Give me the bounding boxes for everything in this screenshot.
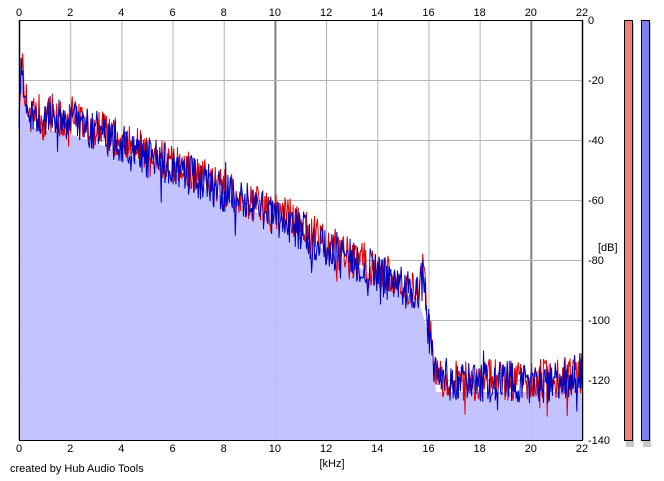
x-tick-label-bottom: 0: [16, 443, 22, 455]
right-channel-meter: [641, 20, 650, 441]
x-tick-label-bottom: 12: [320, 443, 332, 455]
x-tick-label-bottom: 6: [169, 443, 175, 455]
x-tick-label-bottom: 22: [576, 443, 588, 455]
y-tick-label: -100: [588, 315, 610, 327]
series-line-right-channel: [18, 57, 583, 412]
plot-frame: [19, 20, 583, 441]
y-tick-label: -120: [588, 375, 610, 387]
x-tick-label-top: 0: [16, 7, 22, 19]
x-tick-label-bottom: 4: [118, 443, 124, 455]
x-tick-label-bottom: 14: [371, 443, 383, 455]
x-axis-bottom: 0 2 4 6 8 10 12 14 16 18 20 22: [16, 443, 588, 455]
x-tick-label-bottom: 2: [67, 443, 73, 455]
y-axis-label: [dB]: [598, 242, 618, 254]
x-tick-label-top: 18: [474, 7, 486, 19]
y-tick-label: -60: [588, 195, 604, 207]
x-tick-label-top: 20: [525, 7, 537, 19]
x-tick-label-top: 14: [371, 7, 383, 19]
x-tick-label-top: 8: [221, 7, 227, 19]
y-tick-label: -80: [588, 255, 604, 267]
x-tick-label-top: 12: [320, 7, 332, 19]
y-tick-label: -40: [588, 135, 604, 147]
credit-text: created by Hub Audio Tools: [10, 463, 144, 475]
y-tick-label: 0: [588, 15, 594, 27]
y-tick-label: -20: [588, 75, 604, 87]
x-tick-label-top: 10: [269, 7, 281, 19]
x-tick-label-bottom: 20: [525, 443, 537, 455]
x-tick-label-top: 4: [118, 7, 124, 19]
x-tick-label-top: 22: [576, 7, 588, 19]
left-channel-meter: [624, 20, 633, 441]
x-axis-label: [kHz]: [319, 458, 344, 470]
x-tick-label-bottom: 10: [269, 443, 281, 455]
x-tick-label-bottom: 8: [221, 443, 227, 455]
channel-meters: [624, 20, 651, 447]
x-tick-label-bottom: 16: [422, 443, 434, 455]
y-axis: 0 -20 -40 -60 -80 -100 -120 -140: [588, 15, 610, 447]
series-layer: [18, 53, 583, 417]
y-tick-label: -140: [588, 435, 610, 447]
x-axis-top: 0 2 4 6 8 10 12 14 16 18 20 22: [16, 7, 588, 19]
noise-floor-fill: [19, 80, 582, 440]
x-tick-label-bottom: 18: [474, 443, 486, 455]
x-tick-label-top: 2: [67, 7, 73, 19]
x-tick-label-top: 16: [422, 7, 434, 19]
x-tick-label-top: 6: [169, 7, 175, 19]
